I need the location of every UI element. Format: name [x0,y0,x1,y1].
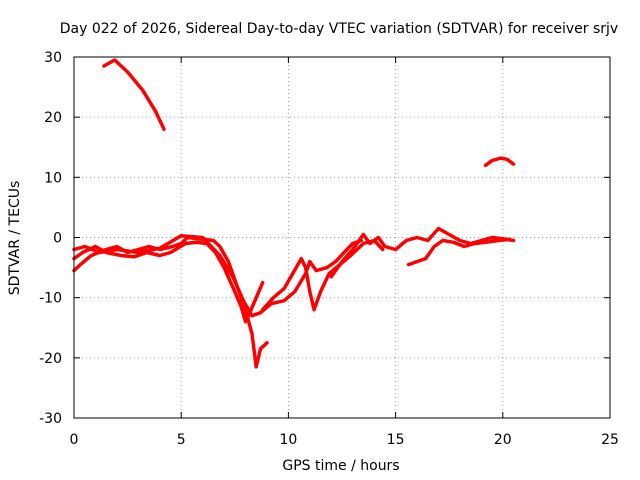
y-axis-label: SDTVAR / TECUs [7,181,23,296]
x-tick-label: 20 [494,432,512,448]
series-line-segment-1 [102,58,166,131]
series-group [72,58,516,369]
y-tick-label: 20 [44,110,62,126]
y-tick-labels: -30 -20 -10 0 10 20 30 [39,50,62,427]
y-tick-label: 30 [44,50,62,66]
y-tick-label: 0 [53,231,62,247]
x-tick-label: 0 [70,432,79,448]
series-line-segment-7 [406,237,511,267]
x-tick-label: 10 [279,432,297,448]
series-line-segment-2 [72,235,269,369]
grid [74,57,610,418]
y-tick-label: -20 [39,351,62,367]
y-tick-label: -30 [39,411,62,427]
x-tick-labels: 0 5 10 15 20 25 [70,432,619,448]
ticks [73,56,611,419]
x-tick-label: 5 [177,432,186,448]
series-line-segment-3 [72,240,265,324]
x-tick-label: 15 [387,432,405,448]
x-tick-label: 25 [601,432,619,448]
chart-title: Day 022 of 2026, Sidereal Day-to-day VTE… [60,21,618,37]
y-tick-label: -10 [39,291,62,307]
series-line-segment-4 [72,233,364,318]
y-tick-label: 10 [44,170,62,186]
series-line-segment-6 [329,226,516,279]
x-axis-label: GPS time / hours [282,458,399,474]
series-line-segment-5 [260,238,385,312]
series-line-segment-8 [483,156,516,168]
